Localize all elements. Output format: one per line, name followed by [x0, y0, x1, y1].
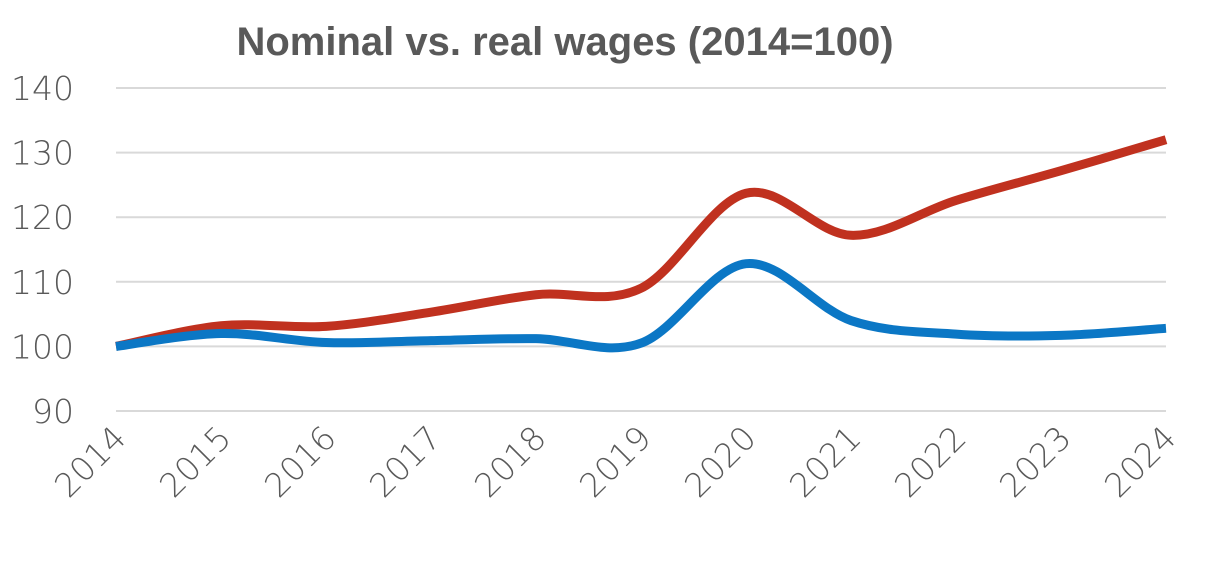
- series-1-point-2015: [217, 329, 225, 337]
- series-1-point-2016: [322, 339, 330, 347]
- chart-title: Nominal vs. real wages (2014=100): [236, 20, 893, 64]
- series-line-1: [115, 259, 1167, 353]
- x-tick-label: 2022: [887, 418, 974, 505]
- x-tick-label: 2020: [677, 418, 764, 505]
- x-tick-label: 2014: [47, 418, 134, 505]
- series-0-point-2017: [427, 308, 435, 316]
- y-tick-label: 120: [11, 198, 74, 237]
- series-0-point-2024: [1162, 136, 1170, 144]
- series-0-point-2019: [637, 284, 645, 292]
- series-1-point-2018: [532, 335, 540, 343]
- series-1-point-2022: [952, 330, 960, 338]
- gridlines: [116, 87, 1166, 412]
- series-group: [112, 135, 1170, 353]
- series-0-point-2023: [1057, 167, 1065, 175]
- x-tick-label: 2017: [362, 418, 449, 505]
- series-1-point-2019: [637, 339, 645, 347]
- x-tick-label: 2016: [257, 418, 344, 505]
- series-0-point-2020: [742, 189, 750, 197]
- x-tick-label: 2015: [152, 418, 239, 505]
- y-tick-label: 90: [32, 392, 74, 431]
- series-1-point-2020: [742, 260, 750, 268]
- series-1-point-2017: [427, 337, 435, 345]
- series-1-point-2024: [1162, 324, 1170, 332]
- y-axis: 90 100 110 120 130 140: [11, 69, 74, 431]
- series-1-point-2023: [1057, 331, 1065, 339]
- series-line-0: [115, 135, 1168, 351]
- x-tick-label: 2021: [782, 418, 869, 505]
- x-tick-label: 2024: [1097, 418, 1184, 505]
- series-1-point-2014: [112, 342, 120, 350]
- series-0-point-2021: [847, 231, 855, 239]
- series-0-point-2018: [532, 291, 540, 299]
- series-0-point-2016: [322, 322, 330, 330]
- x-tick-label: 2023: [992, 418, 1079, 505]
- series-0-point-2022: [952, 196, 960, 204]
- x-tick-label: 2019: [572, 418, 659, 505]
- x-axis: 2014 2015 2016 2017 2018 2019 2020 2021 2022 2023…: [47, 418, 1184, 505]
- series-0-point-2015: [217, 322, 225, 330]
- series-1-point-2021: [847, 317, 855, 325]
- y-tick-label: 110: [11, 263, 74, 302]
- y-tick-label: 100: [11, 327, 74, 366]
- x-tick-label: 2018: [467, 418, 554, 505]
- y-tick-label: 130: [11, 134, 74, 173]
- y-tick-label: 140: [11, 69, 74, 108]
